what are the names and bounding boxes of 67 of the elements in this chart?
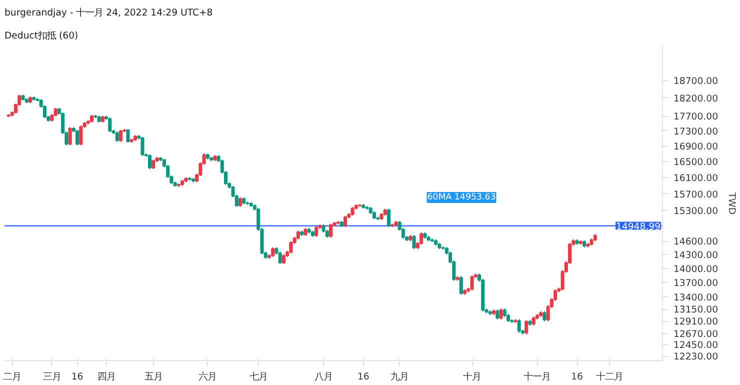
x-tick-label: 16 — [357, 372, 370, 382]
candlestick — [499, 308, 503, 320]
candlestick — [459, 276, 463, 296]
y-tick-label: 14600.00 — [674, 236, 718, 248]
candlestick — [532, 316, 536, 326]
y-tick-label: 18200.00 — [674, 93, 718, 104]
x-tick-label: 十二月 — [596, 372, 624, 382]
candlestick — [420, 232, 424, 246]
y-tick-label: 15300.00 — [674, 206, 718, 218]
y-tick-label: 12230.00 — [674, 352, 718, 363]
x-tick-label: 十一月 — [524, 372, 551, 382]
candlestick — [289, 240, 293, 254]
x-tick-label: 九月 — [390, 372, 409, 382]
ref-line-label: 14948.99 — [616, 221, 661, 232]
y-tick-label: 18700.00 — [674, 76, 718, 87]
y-tick-label: 13150.00 — [674, 304, 718, 316]
y-tick-label: 17700.00 — [674, 112, 718, 123]
candlestick — [278, 251, 282, 265]
y-tick-label: 15700.00 — [674, 189, 718, 200]
candlestick — [140, 136, 144, 156]
x-tick-label: 三月 — [42, 372, 61, 382]
y-tick-label: 12670.00 — [674, 328, 718, 340]
x-tick-label: 二月 — [3, 372, 22, 382]
candlestick — [517, 318, 521, 334]
x-tick-label: 十月 — [463, 372, 482, 382]
y-tick-label: 14300.00 — [674, 250, 718, 262]
y-tick-label: 13400.00 — [674, 292, 718, 304]
x-tick-label: 16 — [571, 372, 584, 382]
candlestick — [314, 226, 318, 238]
candlestick — [470, 274, 474, 291]
candlestick — [329, 223, 333, 238]
candlestick — [238, 196, 242, 208]
x-tick-label: 四月 — [97, 372, 116, 382]
candlestick — [524, 320, 528, 335]
x-tick-label: 六月 — [198, 372, 217, 382]
x-tick-label: 八月 — [314, 372, 333, 382]
annotation: 60MA 14953.63 — [427, 192, 496, 202]
candlestick — [282, 254, 286, 265]
y-tick-label: 12910.00 — [674, 316, 718, 328]
candlestick — [386, 208, 390, 228]
y-tick-label: 13700.00 — [674, 278, 718, 289]
y-tick-label: 16900.00 — [674, 142, 718, 153]
x-tick-label: 五月 — [144, 372, 162, 382]
x-tick-label: 16 — [71, 372, 84, 382]
candlestick — [152, 159, 156, 170]
candlestick — [412, 234, 416, 250]
candlestick — [118, 129, 123, 142]
candlestick — [344, 215, 348, 228]
chart-title: burgerandjay - 十一月 24, 2022 14:29 UTC+8 — [4, 8, 213, 18]
candlestick — [126, 128, 130, 144]
candlestick — [271, 246, 275, 258]
candlestick — [496, 308, 500, 320]
candlestick — [108, 117, 112, 133]
candlestick — [68, 126, 72, 146]
y-tick-label: 17300.00 — [674, 126, 718, 138]
candlestick — [115, 131, 119, 142]
y-tick-label: 16100.00 — [674, 173, 718, 184]
x-tick-label: 七月 — [249, 372, 268, 382]
y-tick-label: 14000.00 — [674, 264, 718, 275]
y-tick-label: 16500.00 — [674, 157, 718, 168]
chart-subtitle: Deduct扣抵 (60) — [4, 30, 78, 42]
candlestick — [76, 129, 80, 146]
candlestick — [148, 154, 152, 170]
candlestick — [79, 124, 83, 146]
y-axis-title: TWD — [726, 191, 738, 215]
candlestick — [542, 310, 546, 322]
y-tick-label: 12450.00 — [674, 340, 718, 352]
